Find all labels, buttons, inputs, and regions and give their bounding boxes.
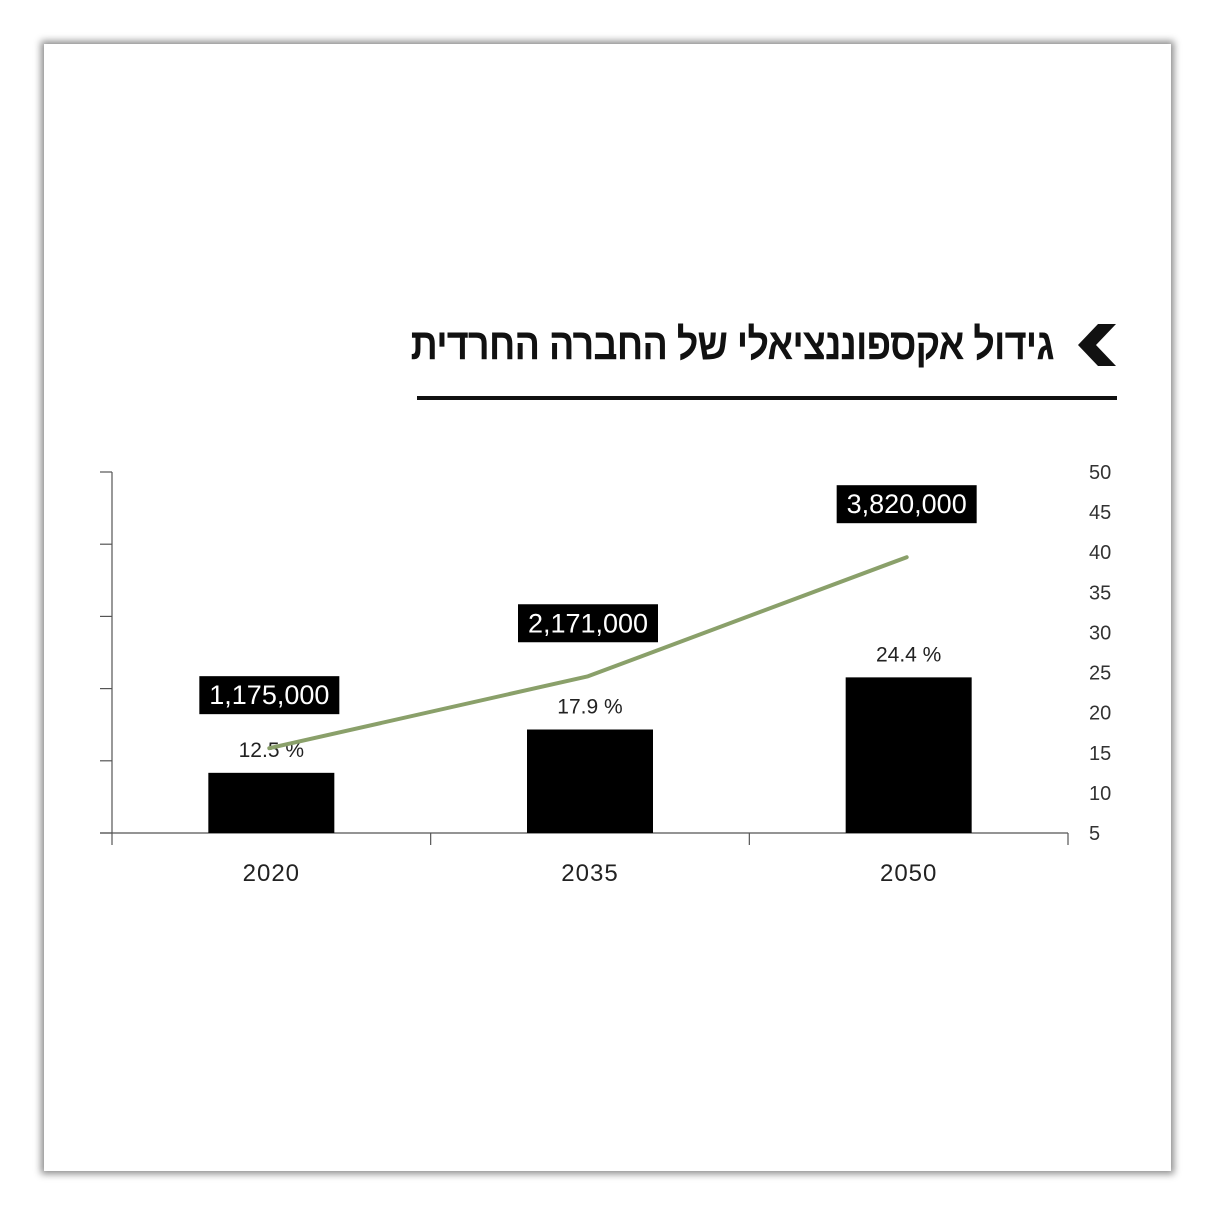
right-axis-tick-label: 45 xyxy=(1089,502,1111,524)
population-label: 3,820,000 xyxy=(847,489,967,519)
chart-title: גידול אקספוננציאלי של החברה החרדית xyxy=(411,320,1055,369)
right-axis-tick-label: 40 xyxy=(1089,542,1111,564)
chevron-left-icon xyxy=(1076,315,1120,375)
population-label-box xyxy=(199,676,340,715)
right-axis-tick-label: 25 xyxy=(1089,663,1111,685)
bar xyxy=(845,677,972,833)
right-axis-tick-label: 30 xyxy=(1089,622,1111,644)
right-axis-tick-label: 10 xyxy=(1089,783,1111,805)
population-trend-line xyxy=(267,555,909,751)
title-row: גידול אקספוננציאלי של החברה החרדית xyxy=(411,312,1120,378)
population-label: 1,175,000 xyxy=(209,680,329,710)
population-label-box xyxy=(518,604,658,643)
bar-value-label: 17.9 % xyxy=(557,696,622,719)
right-axis-tick-label: 20 xyxy=(1089,703,1111,725)
right-axis-tick-label: 50 xyxy=(1089,462,1111,484)
bar xyxy=(208,772,335,833)
right-axis-tick-label: 5 xyxy=(1089,823,1100,845)
population-label-box xyxy=(836,485,977,524)
right-axis-tick-label: 35 xyxy=(1089,582,1111,604)
population-label: 2,171,000 xyxy=(528,608,648,638)
x-tick-label: 2050 xyxy=(880,860,937,887)
bar-value-label: 24.4 % xyxy=(876,643,941,666)
right-axis-tick-label: 15 xyxy=(1089,743,1111,765)
bar xyxy=(527,729,653,833)
x-tick-label: 2035 xyxy=(561,860,618,887)
title-underline xyxy=(417,396,1117,400)
x-tick-label: 2020 xyxy=(243,860,300,887)
